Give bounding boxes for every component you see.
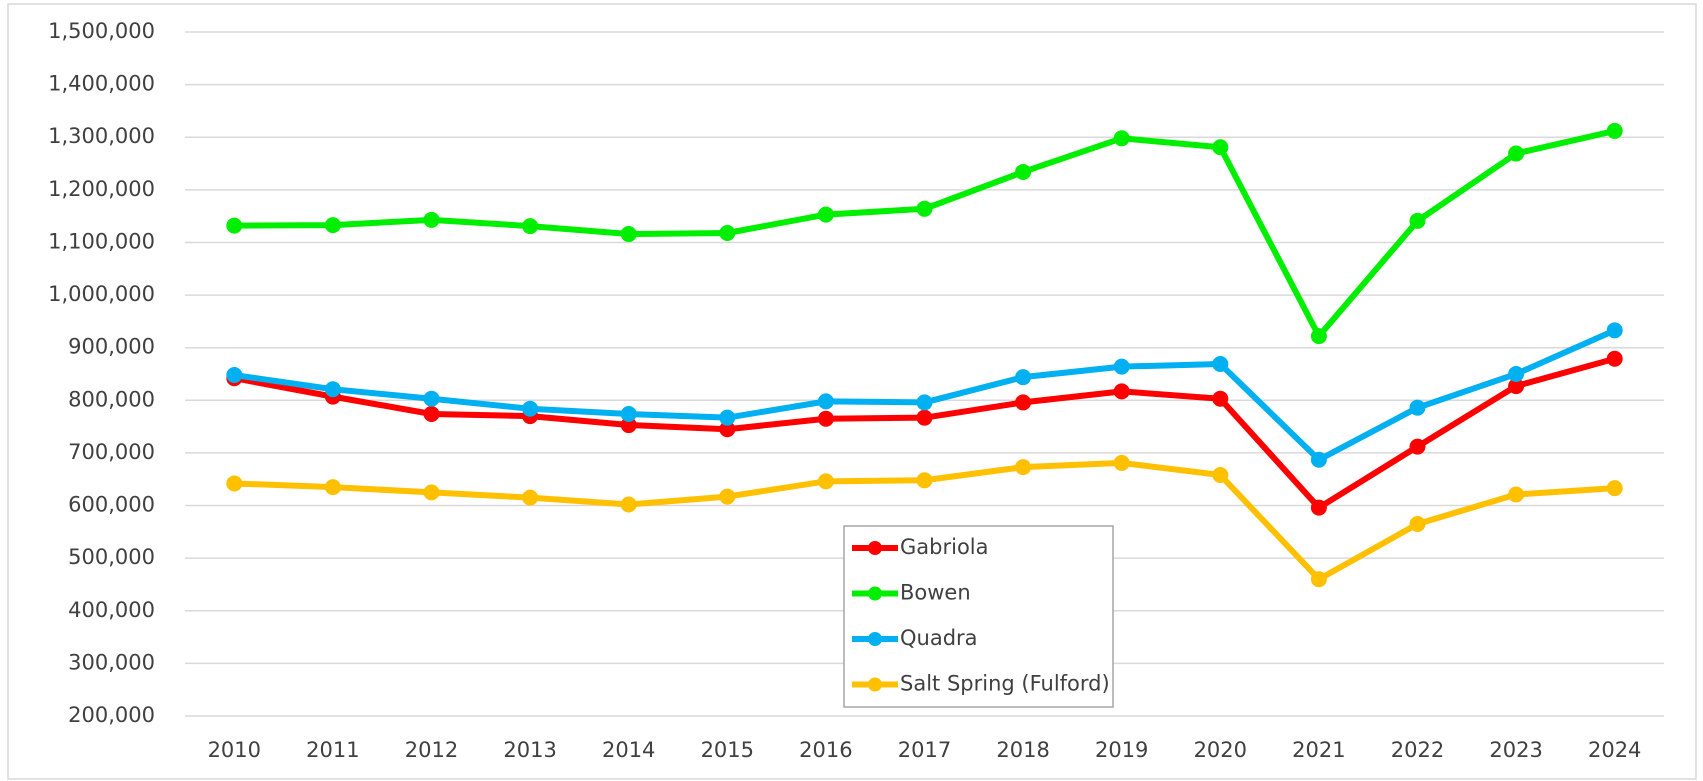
- data-point: [324, 381, 341, 398]
- data-point: [1508, 366, 1525, 382]
- data-point: [1310, 328, 1327, 345]
- x-tick-label: 2010: [208, 738, 261, 762]
- y-tick-label: 800,000: [68, 387, 155, 411]
- x-tick-label: 2023: [1489, 738, 1542, 762]
- data-point: [1606, 350, 1623, 367]
- y-tick-label: 700,000: [68, 440, 155, 464]
- data-point: [817, 473, 834, 490]
- x-tick-label: 2017: [898, 738, 951, 762]
- x-tick-label: 2012: [405, 738, 458, 762]
- data-point: [817, 410, 834, 427]
- x-tick-label: 2020: [1194, 738, 1247, 762]
- data-point: [1409, 438, 1426, 455]
- data-point: [719, 488, 736, 505]
- data-point: [1508, 378, 1525, 395]
- data-point: [226, 475, 243, 492]
- data-point: [1015, 163, 1032, 180]
- data-point: [1310, 451, 1327, 468]
- data-point: [1409, 212, 1426, 229]
- data-point: [226, 367, 243, 384]
- data-point: [1212, 467, 1229, 484]
- y-tick-label: 1,100,000: [48, 229, 155, 253]
- data-point: [1113, 358, 1130, 375]
- y-tick-label: 900,000: [68, 335, 155, 359]
- x-tick-label: 2018: [996, 738, 1049, 762]
- legend-label: Quadra: [900, 626, 978, 650]
- data-point: [1606, 322, 1623, 339]
- data-point: [423, 211, 440, 228]
- legend-label: Bowen: [900, 581, 971, 605]
- data-point: [1113, 454, 1130, 471]
- data-point: [1508, 486, 1525, 503]
- data-point: [522, 400, 539, 417]
- data-point: [916, 200, 933, 217]
- y-tick-label: 1,200,000: [48, 177, 155, 201]
- data-point: [1606, 480, 1623, 497]
- legend-marker: [868, 677, 882, 692]
- data-point: [423, 484, 440, 501]
- data-point: [522, 489, 539, 506]
- data-point: [1310, 499, 1327, 516]
- y-tick-label: 400,000: [68, 598, 155, 622]
- data-point: [620, 417, 637, 434]
- data-point: [719, 421, 736, 438]
- y-tick-label: 1,000,000: [48, 282, 155, 306]
- data-point: [817, 393, 834, 410]
- x-tick-label: 2013: [503, 738, 556, 762]
- data-point: [522, 218, 539, 235]
- legend-label: Gabriola: [900, 535, 989, 559]
- data-point: [1015, 459, 1032, 476]
- x-tick-label: 2011: [306, 738, 359, 762]
- data-point: [1409, 515, 1426, 532]
- data-point: [620, 405, 637, 422]
- legend-box: [843, 525, 1114, 708]
- data-point: [423, 405, 440, 422]
- legend-marker: [868, 632, 882, 646]
- y-tick-label: 1,400,000: [48, 72, 155, 96]
- data-point: [226, 217, 243, 234]
- data-point: [1212, 390, 1229, 407]
- data-point: [1113, 130, 1130, 147]
- legend-label: Salt Spring (Fulford): [900, 672, 1110, 696]
- data-point: [1606, 122, 1623, 139]
- data-point: [916, 409, 933, 426]
- x-tick-label: 2021: [1292, 738, 1345, 762]
- legend-marker: [868, 541, 882, 555]
- data-point: [1015, 394, 1032, 411]
- y-tick-label: 200,000: [68, 703, 155, 727]
- data-point: [916, 394, 933, 411]
- data-point: [719, 224, 736, 241]
- y-tick-label: 1,300,000: [48, 124, 155, 148]
- y-tick-label: 300,000: [68, 650, 155, 674]
- x-tick-label: 2019: [1095, 738, 1148, 762]
- data-point: [1310, 571, 1327, 588]
- y-tick-label: 600,000: [68, 493, 155, 517]
- x-tick-label: 2024: [1588, 738, 1641, 762]
- x-tick-label: 2016: [799, 738, 852, 762]
- data-point: [817, 206, 834, 223]
- data-point: [1113, 383, 1130, 400]
- x-tick-label: 2014: [602, 738, 655, 762]
- data-point: [1015, 369, 1032, 386]
- x-tick-label: 2022: [1391, 738, 1444, 762]
- data-point: [620, 496, 637, 513]
- data-point: [324, 479, 341, 496]
- data-point: [1212, 139, 1229, 156]
- data-point: [620, 226, 637, 243]
- x-tick-label: 2015: [701, 738, 754, 762]
- data-point: [916, 472, 933, 489]
- data-point: [1508, 145, 1525, 162]
- data-point: [1409, 399, 1426, 416]
- y-tick-label: 500,000: [68, 545, 155, 569]
- data-point: [1212, 356, 1229, 373]
- data-point: [423, 390, 440, 407]
- data-point: [719, 409, 736, 426]
- y-tick-label: 1,500,000: [48, 19, 155, 43]
- legend-marker: [868, 586, 882, 601]
- data-point: [324, 217, 341, 234]
